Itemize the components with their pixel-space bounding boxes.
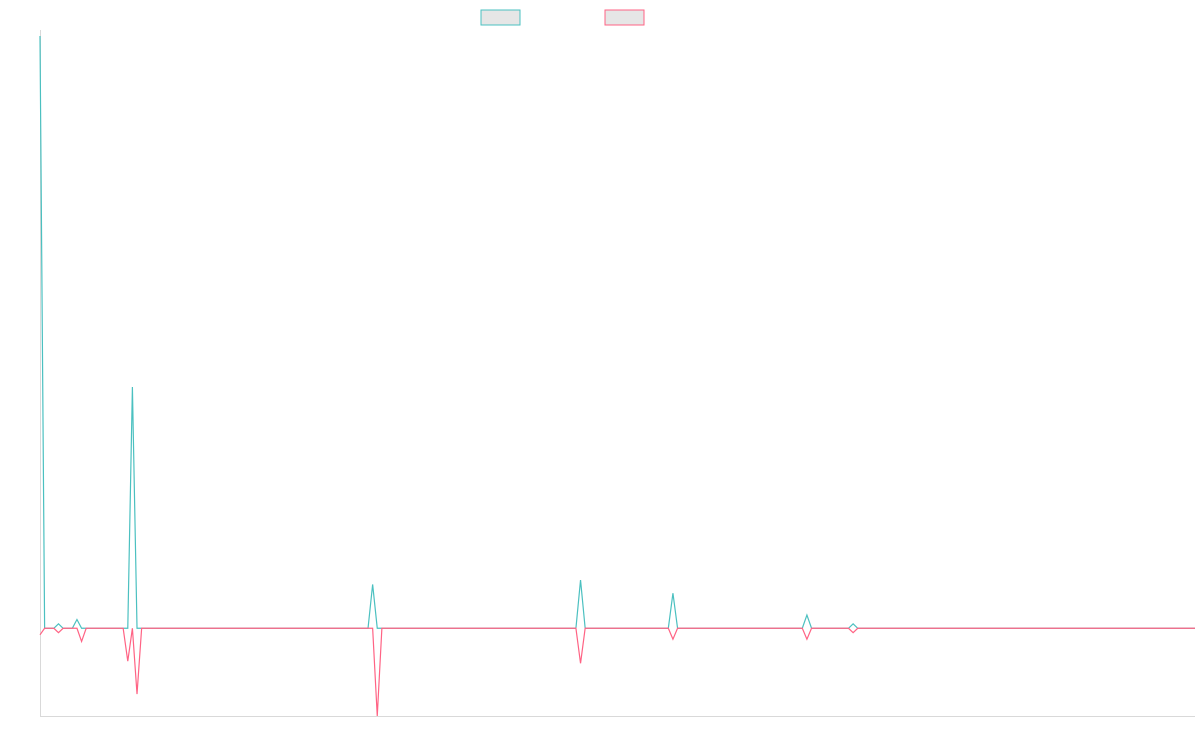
- series-layer: [39, 35, 1195, 717]
- legend-swatch-series-a[interactable]: [480, 9, 521, 26]
- series-line-2[interactable]: [39, 627, 1195, 717]
- legend[interactable]: [480, 9, 645, 26]
- series-line-1[interactable]: [39, 35, 1195, 629]
- legend-swatch-series-b[interactable]: [604, 9, 645, 26]
